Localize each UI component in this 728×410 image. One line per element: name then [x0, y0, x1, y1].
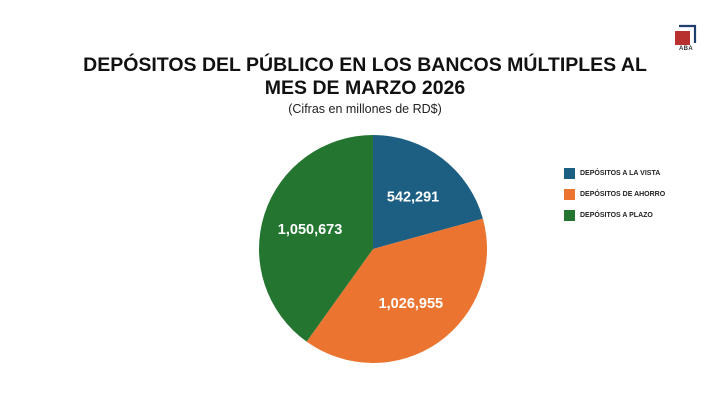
legend-swatch	[564, 167, 575, 179]
data-label-plazo: 1,050,673	[278, 222, 343, 238]
legend-label: DEPÓSITOS A PLAZO	[580, 211, 653, 219]
legend-item-vista: DEPÓSITOS A LA VISTA	[564, 167, 714, 179]
data-label-vista: 542,291	[387, 189, 439, 205]
pie-slice-vista	[373, 135, 483, 249]
aba-logo: ABA	[673, 23, 699, 55]
chart-title-line-2: MES DE MARZO 2026	[264, 77, 466, 99]
legend-swatch	[564, 209, 575, 221]
legend-label: DEPÓSITOS A LA VISTA	[580, 169, 661, 177]
aba-logo-icon	[675, 24, 697, 45]
legend-label: DEPÓSITOS DE AHORRO	[580, 190, 666, 198]
pie-slice-plazo	[259, 135, 373, 342]
chart-legend: DEPÓSITOS A LA VISTA DEPÓSITOS DE AHORRO D…	[564, 167, 714, 230]
chart-title: DEPÓSITOS DEL PÚBLICO EN LOS BANCOS MÚLT…	[60, 54, 670, 100]
pie-slice-ahorro	[306, 218, 487, 363]
logo-text: ABA	[679, 46, 693, 52]
legend-swatch	[564, 188, 575, 200]
chart-subtitle: (Cifras en millones de RD$)	[288, 102, 442, 116]
legend-item-ahorro: DEPÓSITOS DE AHORRO	[564, 188, 714, 200]
chart-title-line-1: DEPÓSITOS DEL PÚBLICO EN LOS BANCOS MÚLT…	[83, 54, 647, 76]
data-label-ahorro: 1,026,955	[379, 296, 444, 312]
legend-item-plazo: DEPÓSITOS A PLAZO	[564, 209, 714, 221]
